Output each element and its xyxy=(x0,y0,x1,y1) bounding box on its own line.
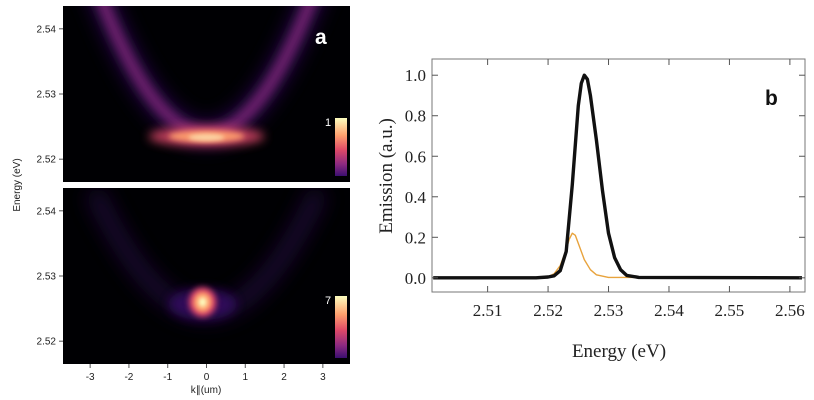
panel-b-x-axis-label: Energy (eV) xyxy=(572,341,666,362)
panel-a-axes: 2.54 2.53 2.52 2.54 2.53 2.52 -3 -2 -1 0 1 2 3 xyxy=(37,24,327,383)
panel-a-y-tick-label: 2.54 xyxy=(37,24,57,35)
colorbar-top xyxy=(335,118,347,176)
colorbar-bottom xyxy=(335,296,347,358)
secondary-emission-line-series xyxy=(433,232,803,279)
panel-a-letter: a xyxy=(315,26,327,49)
panel-a-x-tick-label: -2 xyxy=(124,372,133,383)
panel-a-heatmap: 1 7 a 2.54 2.53 2.52 2.54 2.53 2.52 -3 -2 -1 0 1 2 3… xyxy=(12,6,350,396)
panel-b-x-tick-label: 2.56 xyxy=(775,301,805,320)
panel-b-letter: b xyxy=(765,87,778,110)
panel-b-x-tick-label: 2.55 xyxy=(715,301,745,320)
panel-a-y-tick-label: 2.53 xyxy=(37,272,57,283)
heatmap-bottom-condensate xyxy=(86,188,327,323)
panel-a-y-tick-label: 2.54 xyxy=(37,206,57,217)
panel-a-x-tick-label: 1 xyxy=(243,372,249,383)
panel-b-series xyxy=(433,73,803,280)
panel-b-y-axis-label: Emission (a.u.) xyxy=(376,118,397,234)
panel-b-x-tick-label: 2.54 xyxy=(654,301,684,320)
panel-a-y-tick-label: 2.52 xyxy=(37,155,57,166)
plot-frame xyxy=(431,58,806,293)
panel-a-x-tick-label: 3 xyxy=(320,372,326,383)
panel-a-y-tick-label: 2.52 xyxy=(37,337,57,348)
colorbar-top-max-label: 1 xyxy=(325,117,331,129)
panel-b-x-tick-label: 2.53 xyxy=(594,301,624,320)
emission-line-series xyxy=(433,73,803,280)
condensate-peak xyxy=(198,297,207,308)
panel-a-x-tick-label: 0 xyxy=(204,372,210,383)
panel-b-y-tick-label: 0.8 xyxy=(405,107,426,126)
panel-a-x-tick-label: -3 xyxy=(86,372,95,383)
panel-b-y-tick-label: 0.2 xyxy=(405,228,426,247)
panel-a-x-tick-label: -1 xyxy=(163,372,172,383)
panel-a-y-tick-label: 2.53 xyxy=(37,90,57,101)
panel-separator xyxy=(63,182,350,188)
colorbar-bottom-max-label: 7 xyxy=(325,295,331,307)
panel-b-x-tick-label: 2.52 xyxy=(533,301,563,320)
panel-b-y-tick-label: 0.6 xyxy=(405,147,426,166)
panel-a-y-axis-label: Energy (eV) xyxy=(12,158,23,211)
panel-a-x-axis-label: k∥(um) xyxy=(191,385,222,396)
panel-b-y-tick-label: 0.4 xyxy=(405,188,427,207)
dispersion-peak xyxy=(188,133,225,141)
panel-b-axes: 1.0 0.8 0.6 0.4 0.2 0.0 2.51 2.52 2.53 2.54 2.55 2.… xyxy=(405,59,805,320)
panel-a-x-tick-label: 2 xyxy=(281,372,287,383)
panel-b-y-tick-label: 1.0 xyxy=(405,66,426,85)
panel-b-line-chart: 1.0 0.8 0.6 0.4 0.2 0.0 2.51 2.52 2.53 2.54 2.55 2.… xyxy=(376,58,806,362)
panel-b-x-tick-label: 2.51 xyxy=(473,301,503,320)
heatmap-top-dispersion xyxy=(90,6,323,147)
panel-b-y-tick-label: 0.0 xyxy=(405,269,426,288)
